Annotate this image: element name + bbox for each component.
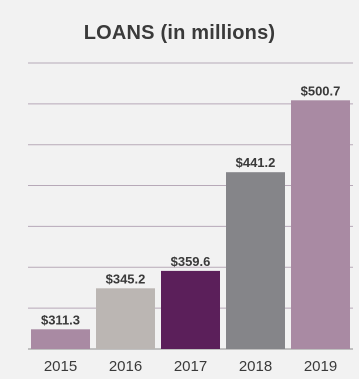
bar-2019	[291, 100, 350, 349]
x-tick-label-2019: 2019	[304, 358, 337, 375]
data-label-2015: $311.3	[41, 312, 80, 327]
x-tick-label-2017: 2017	[174, 358, 207, 375]
chart-title: LOANS (in millions)	[83, 22, 276, 44]
bar-2018	[226, 172, 285, 349]
x-tick-label-2016: 2016	[109, 358, 142, 375]
data-label-2016: $345.2	[106, 271, 146, 286]
bar-2015	[31, 329, 90, 349]
data-label-2018: $441.2	[236, 155, 276, 170]
bar-2017	[161, 270, 220, 349]
x-tick-label-2015: 2015	[44, 358, 77, 375]
x-tick-label-2018: 2018	[239, 358, 272, 375]
data-label-2019: $500.7	[301, 83, 341, 98]
bar-2016	[96, 288, 155, 349]
data-label-2017: $359.6	[171, 254, 211, 269]
